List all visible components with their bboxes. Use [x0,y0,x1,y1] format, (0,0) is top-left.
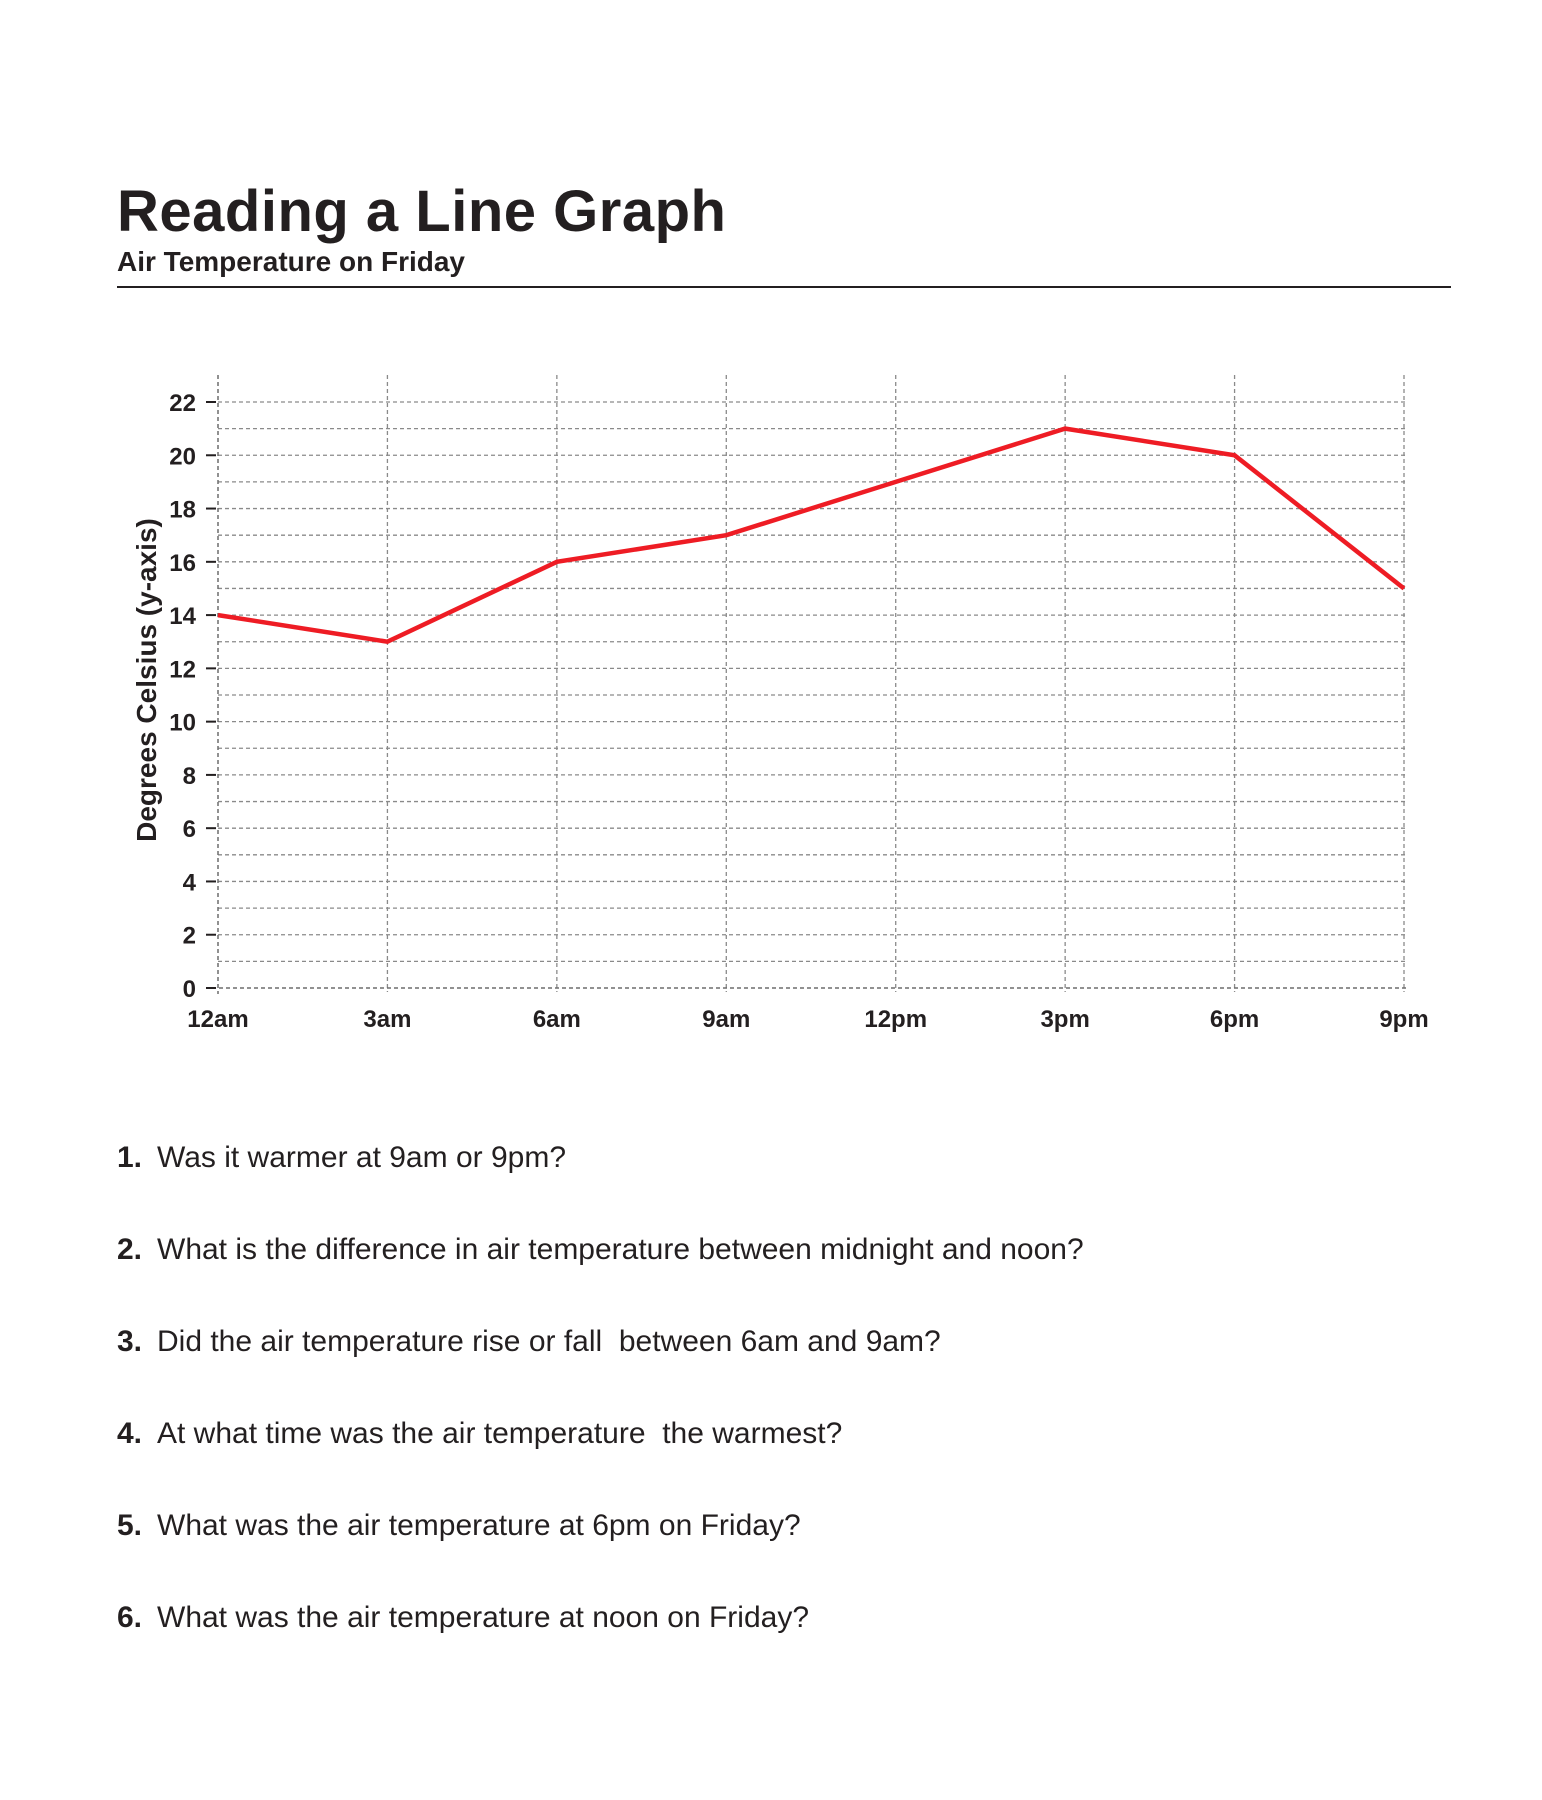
line-chart: 0 2 4 6 8 10 12 14 16 18 20 22 12am 3am 6am 9am 12pm 3pm 6… [131,375,1429,1033]
y-tick-label: 2 [183,923,196,950]
y-tick-label: 0 [183,976,196,1003]
question-number: 5. [117,1509,143,1542]
question-item: 2. What is the difference in air tempera… [117,1230,1417,1322]
y-tick-label: 16 [169,550,196,577]
chart-labels: 0 2 4 6 8 10 12 14 16 18 20 22 12am 3am 6am 9am 12pm 3pm 6… [169,390,1428,1033]
x-tick-label: 12pm [864,1006,927,1033]
page-subtitle: Air Temperature on Friday [117,246,466,277]
chart-grid [218,375,1406,992]
question-number: 2. [117,1233,143,1266]
y-tick-label: 10 [169,710,196,737]
question-text: What is the difference in air temperatur… [157,1233,1084,1266]
x-tick-label: 3pm [1040,1006,1089,1033]
page-title: Reading a Line Graph [117,179,727,244]
question-item: 1. Was it warmer at 9am or 9pm? [117,1138,1417,1230]
x-tick-label: 6pm [1210,1006,1259,1033]
question-item: 3. Did the air temperature rise or fall … [117,1322,1417,1414]
question-item: 5. What was the air temperature at 6pm o… [117,1506,1417,1598]
y-tick-label: 6 [183,816,196,843]
header-divider [117,286,1451,288]
question-item: 4. At what time was the air temperature … [117,1414,1417,1506]
x-tick-label: 6am [533,1006,581,1033]
chart-series [217,426,1406,645]
x-tick-label: 9am [702,1006,750,1033]
worksheet-header: Reading a Line Graph Air Temperature on … [117,178,1451,278]
y-tick-label: 14 [169,603,196,630]
y-axis-title: Degrees Celsius (y-axis) [131,518,162,842]
question-text: Was it warmer at 9am or 9pm? [157,1141,566,1174]
series-line [217,426,1406,645]
x-tick-label: 9pm [1379,1006,1428,1033]
chart-axes [206,375,1406,994]
y-tick-label: 22 [169,390,196,417]
question-text: What was the air temperature at noon on … [157,1601,810,1634]
x-tick-label: 3am [363,1006,411,1033]
y-tick-label: 8 [183,763,196,790]
question-number: 1. [117,1141,143,1174]
y-tick-label: 12 [169,656,196,683]
y-tick-label: 4 [183,869,197,896]
question-text: Did the air temperature rise or fall bet… [157,1325,941,1358]
question-number: 6. [117,1601,143,1634]
question-number: 3. [117,1325,143,1358]
y-tick-label: 20 [169,443,196,470]
question-text: What was the air temperature at 6pm on F… [157,1509,801,1542]
question-number: 4. [117,1417,143,1450]
question-text: At what time was the air temperature the… [157,1417,843,1450]
x-tick-label: 12am [187,1006,248,1033]
y-tick-label: 18 [169,497,196,524]
question-item: 6. What was the air temperature at noon … [117,1598,1417,1690]
question-list: 1. Was it warmer at 9am or 9pm? 2. What … [117,1138,1417,1690]
